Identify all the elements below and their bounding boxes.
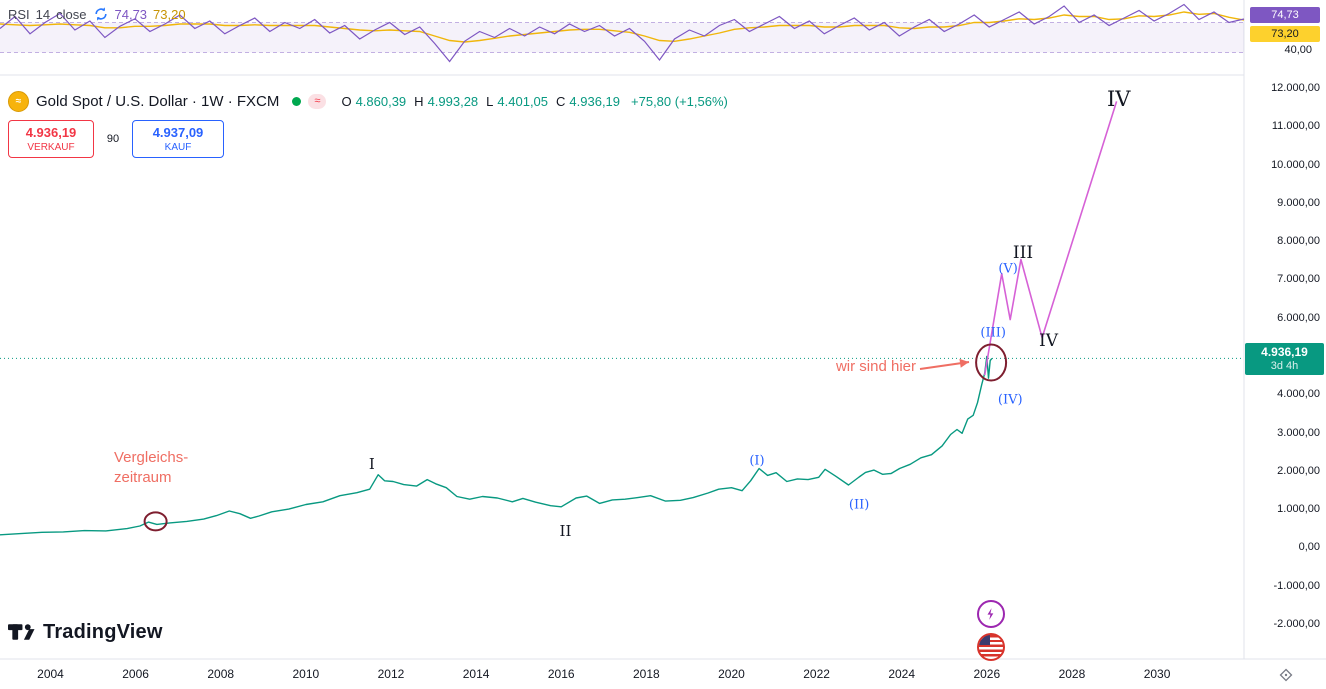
ohlc-value: 4.993,28	[427, 94, 479, 109]
price-tick-label: -2.000,00	[1273, 617, 1320, 630]
rsi-band	[0, 22, 1244, 53]
price-tick-label: 0,00	[1298, 541, 1320, 554]
time-tick-label: 2030	[1143, 667, 1171, 681]
price-tick-label: 3.000,00	[1277, 426, 1320, 439]
ohlc-value: 4.401,05	[497, 94, 549, 109]
price-tick-label: -1.000,00	[1273, 579, 1320, 592]
ohlc-letter: O	[341, 94, 352, 109]
price-change: +75,80 (+1,56%)	[631, 94, 728, 109]
price-scale-settings-icon[interactable]	[1278, 667, 1294, 683]
price-tick-label: 12.000,00	[1271, 81, 1320, 94]
sell-price: 4.936,19	[25, 125, 77, 140]
instant-order-icon[interactable]	[977, 600, 1005, 628]
symbol-title[interactable]: Gold Spot / U.S. Dollar · 1W · FXCM	[36, 93, 280, 110]
tradingview-logo-text: TradingView	[43, 620, 163, 643]
time-tick-label: 2018	[632, 667, 660, 681]
wave-label-4[interactable]: (II)	[848, 497, 870, 513]
price-tick-label: 7.000,00	[1277, 273, 1320, 286]
ohlc-value: 4.860,39	[355, 94, 407, 109]
time-tick-label: 2020	[718, 667, 745, 681]
sell-button[interactable]: 4.936,19 VERKAUF	[8, 120, 94, 158]
price-tick-label: 1.000,00	[1277, 503, 1320, 516]
time-tick-label: 2026	[973, 667, 1001, 681]
wave-label-2[interactable]: II	[559, 521, 572, 540]
price-axis[interactable]: 12.000,00 11.000,00 10.000,00 9.000,00 8.000…	[1244, 0, 1326, 659]
us-flag-canton	[979, 635, 990, 645]
here-annotation[interactable]: wir sind hier	[835, 358, 916, 375]
rsi-value-badge: 74,73	[1250, 7, 1320, 23]
price-tick-label: 6.000,00	[1277, 311, 1320, 324]
rsi-level-label: 40,00	[1284, 44, 1312, 56]
buy-label: KAUF	[164, 142, 192, 153]
wave-label-7[interactable]: (V)	[998, 261, 1018, 277]
time-tick-label: 2008	[207, 667, 235, 681]
ellipse-drawing-2[interactable]	[143, 511, 168, 532]
rsi-source: close	[56, 6, 87, 22]
wave-label-8[interactable]: III	[1012, 243, 1034, 264]
ohlc-letter: C	[556, 94, 566, 109]
price-tick-label: 10.000,00	[1271, 158, 1320, 171]
price-tick-label: 2.000,00	[1277, 464, 1320, 477]
price-tick-label: 9.000,00	[1277, 196, 1320, 209]
ohlc-values: O 4.860,39 H 4.993,28 L 4.401,05 C 4.936,19	[341, 94, 624, 109]
ohlc-letter: H	[414, 94, 424, 109]
comparison-annotation[interactable]: Vergleichs- zeitraum	[114, 448, 188, 488]
buy-price: 4.937,09	[152, 125, 204, 140]
wave-label-6[interactable]: (IV)	[997, 392, 1023, 408]
wave-label-1[interactable]: I	[368, 454, 375, 473]
buy-button[interactable]: 4.937,09 KAUF	[132, 120, 224, 158]
price-tick-label: 8.000,00	[1277, 235, 1320, 248]
bar-countdown: 3d 4h	[1270, 360, 1299, 373]
wave-label-9[interactable]: IV	[1039, 330, 1059, 351]
time-tick-label: 2004	[37, 667, 64, 681]
time-tick-label: 2006	[122, 667, 149, 681]
here-arrow-head	[959, 358, 969, 368]
time-tick-label: 2010	[292, 667, 320, 681]
wave-label-3[interactable]: (I)	[749, 453, 765, 469]
time-tick-label: 2014	[462, 667, 490, 681]
rsi-value: 74,73	[114, 6, 148, 22]
time-axis[interactable]: 2004 2006 2008 2010 2012 2014 2016 2018 2020 2022…	[0, 659, 1326, 689]
rsi-ma-line[interactable]	[0, 11, 1245, 43]
current-price-badge[interactable]: 4.936,19 3d 4h	[1245, 343, 1324, 376]
price-tick-label: 4.000,00	[1277, 388, 1320, 401]
comparison-annotation-line1: Vergleichs-	[114, 449, 189, 466]
rsi-title: RSI	[8, 6, 30, 22]
us-flag-icon[interactable]	[977, 633, 1005, 661]
price-line[interactable]	[0, 355, 993, 536]
symbol-bar[interactable]: ≈ Gold Spot / U.S. Dollar · 1W · FXCM ≈ …	[8, 91, 728, 112]
current-price: 4.936,19	[1261, 345, 1308, 360]
wave-label-10[interactable]: IV	[1107, 87, 1131, 112]
rsi-params: 14	[35, 6, 51, 22]
time-tick-label: 2016	[547, 667, 575, 681]
time-tick-label: 2028	[1058, 667, 1086, 681]
projection-line[interactable]	[983, 101, 1118, 376]
spread-value: 90	[106, 133, 120, 145]
rsi-line[interactable]	[0, 3, 1245, 63]
delayed-data-icon[interactable]: ≈	[308, 94, 327, 109]
tradingview-logo-icon	[8, 624, 35, 640]
refresh-icon[interactable]	[93, 6, 109, 22]
time-tick-label: 2012	[377, 667, 405, 681]
rsi-ma-value: 73,20	[153, 6, 186, 22]
ellipse-drawing-1[interactable]	[975, 343, 1008, 382]
market-status-icon[interactable]	[292, 97, 302, 106]
ohlc-letter: L	[486, 94, 494, 109]
gold-symbol-icon: ≈	[8, 91, 29, 112]
time-tick-label: 2022	[803, 667, 830, 681]
time-tick-label: 2024	[888, 667, 916, 681]
tradingview-logo[interactable]: TradingView	[8, 620, 163, 644]
comparison-annotation-line2: zeitraum	[114, 469, 172, 486]
rsi-indicator-legend[interactable]: RSI 14 close 74,73 73,20	[8, 6, 186, 22]
wave-label-5[interactable]: (III)	[980, 325, 1006, 341]
sell-label: VERKAUF	[27, 142, 75, 153]
price-tick-label: 11.000,00	[1271, 120, 1320, 133]
ohlc-value: 4.936,19	[569, 94, 621, 109]
rsi-ma-value-badge: 73,20	[1250, 26, 1320, 42]
order-panel: 4.936,19 VERKAUF 90 4.937,09 KAUF	[8, 120, 224, 158]
